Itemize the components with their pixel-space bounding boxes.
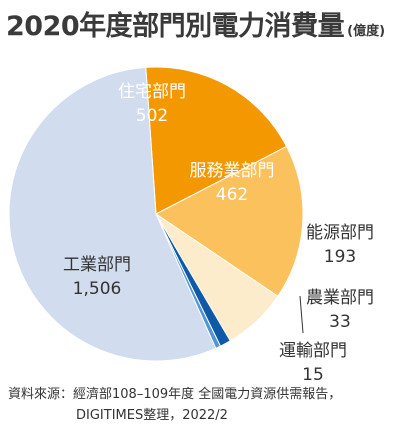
unit-label: (億度)	[347, 24, 386, 39]
chart-title: 2020年度部門別電力消費量	[6, 11, 345, 42]
pie-chart: 住宅部門 502 服務業部門 462 能源部門 193 農業部門 33 運輸部門 15 工業部門 1,…	[8, 66, 374, 384]
slice-label-6: 工業部門	[63, 255, 131, 275]
pie-slice-1	[145, 66, 288, 215]
slice-value-6: 1,506	[73, 279, 122, 299]
pie-labels: 住宅部門 502 服務業部門 462 能源部門 193 農業部門 33 運輸部門 15 工業部門 1,…	[63, 82, 374, 384]
transport-leader-line	[299, 295, 304, 334]
source-note: 資料來源：經濟部108–109年度 全國電力資源供需報告， DIGITIMES整…	[8, 384, 394, 426]
source-line-2: DIGITIMES整理，2022/2	[76, 408, 228, 423]
slice-value-5: 15	[302, 365, 324, 384]
pie-slice-6	[8, 66, 217, 362]
slice-value-2: 462	[216, 185, 248, 205]
slice-label-1: 住宅部門	[118, 82, 186, 102]
slice-value-1: 502	[136, 106, 168, 126]
source-line-1: 資料來源：經濟部108–109年度 全國電力資源供需報告，	[8, 387, 342, 402]
slice-value-4: 33	[329, 312, 351, 332]
slice-label-3: 能源部門	[306, 223, 374, 243]
pie-slice-2	[155, 145, 304, 297]
slice-label-5: 運輸部門	[279, 341, 347, 361]
slice-value-3: 193	[324, 247, 356, 267]
pie-slices	[8, 66, 304, 362]
slice-label-2: 服務業部門	[190, 161, 275, 181]
title-row: 2020年度部門別電力消費量 (億度)	[6, 4, 396, 42]
slice-label-4: 農業部門	[306, 288, 374, 308]
